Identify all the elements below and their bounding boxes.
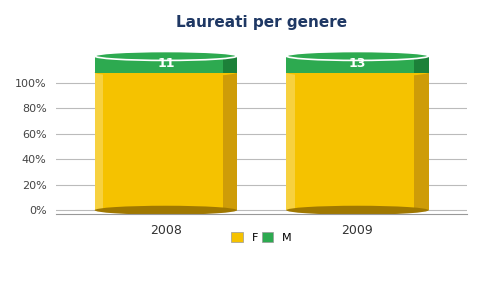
Bar (94, 72, 103, 210)
Bar (94, 72, 237, 210)
Ellipse shape (94, 68, 237, 77)
Text: 224: 224 (150, 137, 182, 152)
Title: Laureati per genere: Laureati per genere (176, 15, 347, 30)
Legend: F, M: F, M (227, 228, 296, 247)
Text: 13: 13 (349, 57, 366, 70)
Ellipse shape (286, 52, 428, 60)
Ellipse shape (94, 52, 237, 60)
Ellipse shape (94, 206, 237, 215)
Bar (415, 72, 428, 210)
Bar (223, 56, 237, 72)
Bar (94, 56, 237, 72)
Bar (286, 56, 428, 72)
Text: 166: 166 (341, 137, 374, 152)
Bar (286, 72, 428, 210)
Ellipse shape (286, 68, 428, 77)
Text: 11: 11 (157, 57, 174, 70)
Bar (223, 72, 237, 210)
Bar (415, 56, 428, 72)
Ellipse shape (286, 206, 428, 215)
Bar (286, 72, 295, 210)
